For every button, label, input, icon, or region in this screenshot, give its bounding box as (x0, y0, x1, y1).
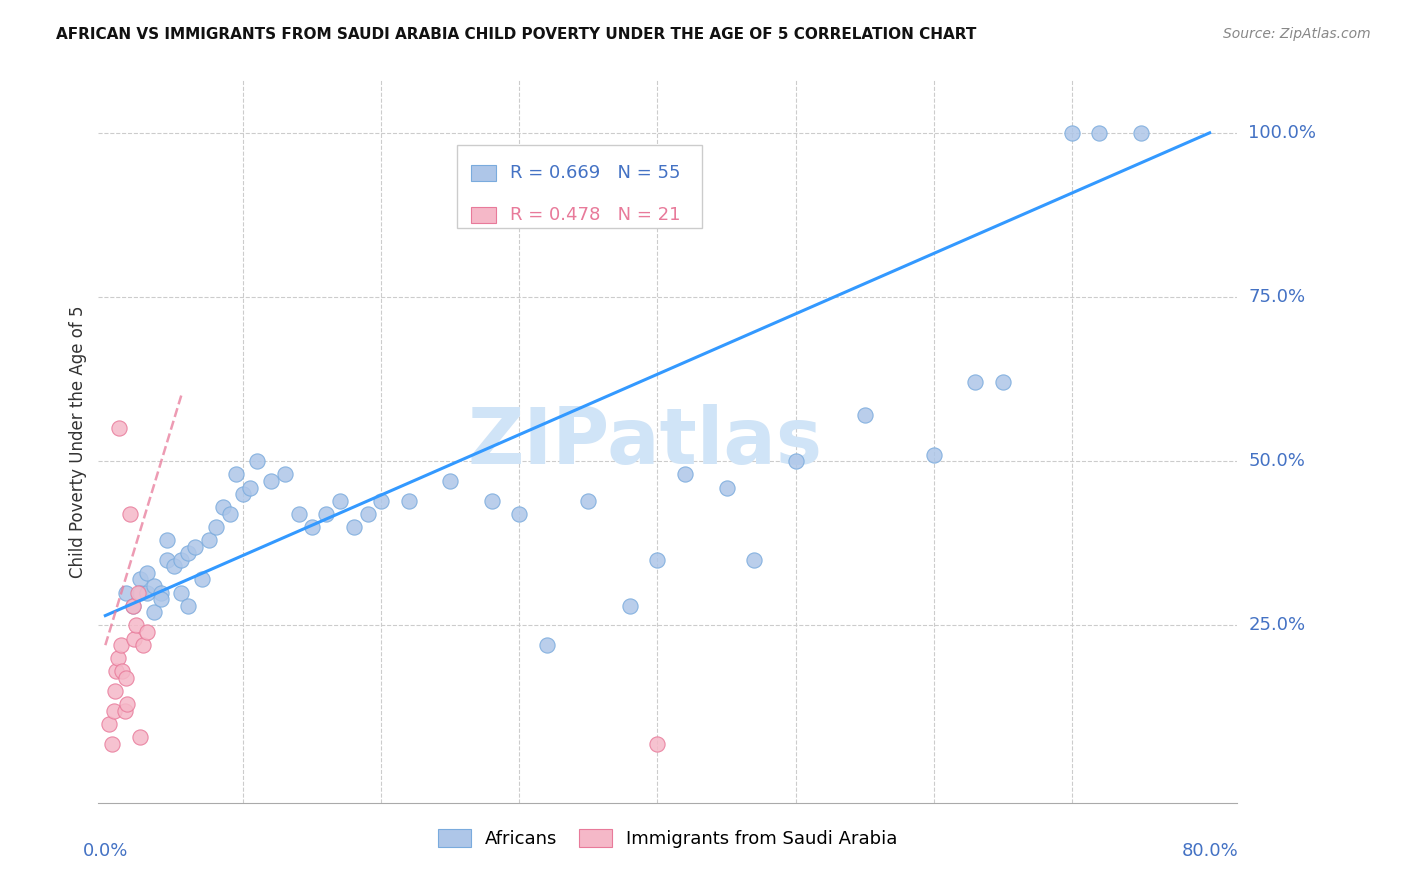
Text: 25.0%: 25.0% (1249, 616, 1306, 634)
Point (356, 507, 378, 521)
Point (111, 665, 134, 679)
Point (156, 553, 179, 567)
Point (101, 737, 124, 751)
Point (673, 467, 696, 482)
Point (922, 448, 945, 462)
Legend: Africans, Immigrants from Saudi Arabia: Africans, Immigrants from Saudi Arabia (432, 822, 904, 855)
Point (239, 481, 262, 495)
Text: Source: ZipAtlas.com: Source: ZipAtlas.com (1223, 27, 1371, 41)
Point (232, 487, 254, 501)
Point (120, 507, 142, 521)
Point (398, 493, 420, 508)
Point (128, 585, 150, 599)
Point (135, 625, 157, 640)
Point (481, 493, 503, 508)
Text: 0.0%: 0.0% (83, 842, 128, 860)
Point (260, 474, 283, 488)
Point (211, 500, 233, 515)
Point (287, 507, 309, 521)
Point (149, 592, 172, 607)
Bar (471, 165, 496, 181)
Point (1060, 126, 1083, 140)
Text: 75.0%: 75.0% (1249, 288, 1306, 306)
Point (127, 585, 149, 599)
Text: R = 0.478   N = 21: R = 0.478 N = 21 (509, 206, 681, 225)
Point (343, 520, 366, 534)
Point (115, 585, 138, 599)
Point (218, 507, 240, 521)
Point (1129, 126, 1152, 140)
Point (110, 638, 132, 652)
Point (225, 467, 247, 482)
Point (128, 730, 150, 744)
Point (742, 553, 765, 567)
Point (142, 605, 165, 619)
Point (122, 599, 145, 613)
Point (370, 493, 392, 508)
Point (578, 493, 600, 508)
Point (647, 553, 669, 567)
Point (439, 474, 461, 488)
Point (536, 638, 558, 652)
Point (274, 467, 297, 482)
Point (170, 553, 193, 567)
Point (98, 717, 121, 731)
Point (163, 559, 186, 574)
Point (122, 599, 145, 613)
Point (191, 573, 214, 587)
Point (124, 632, 146, 646)
Point (1088, 126, 1111, 140)
Point (115, 671, 138, 685)
Point (177, 599, 200, 613)
Point (107, 651, 129, 665)
Point (105, 665, 128, 679)
Point (647, 737, 669, 751)
Point (198, 533, 221, 547)
Point (131, 638, 153, 652)
Point (156, 533, 179, 547)
Point (716, 481, 738, 495)
Point (117, 698, 139, 712)
Text: 80.0%: 80.0% (1181, 842, 1239, 860)
Point (125, 618, 148, 632)
Point (128, 573, 150, 587)
Text: 100.0%: 100.0% (1249, 124, 1316, 142)
Point (329, 493, 352, 508)
Point (619, 599, 641, 613)
Point (103, 704, 125, 718)
Point (170, 585, 193, 599)
Point (853, 409, 876, 423)
Point (135, 585, 157, 599)
Point (184, 540, 207, 554)
Point (135, 566, 157, 580)
Point (108, 421, 131, 435)
Point (204, 520, 226, 534)
Point (246, 454, 269, 468)
Point (177, 546, 200, 560)
Point (991, 376, 1014, 390)
Point (114, 704, 136, 718)
Point (142, 579, 165, 593)
Point (301, 520, 323, 534)
Bar (457, 145, 702, 228)
Text: AFRICAN VS IMMIGRANTS FROM SAUDI ARABIA CHILD POVERTY UNDER THE AGE OF 5 CORRELA: AFRICAN VS IMMIGRANTS FROM SAUDI ARABIA … (56, 27, 977, 42)
Text: R = 0.669   N = 55: R = 0.669 N = 55 (509, 164, 681, 182)
Point (963, 376, 986, 390)
Point (104, 684, 127, 698)
Point (508, 507, 530, 521)
Point (785, 454, 807, 468)
Point (149, 585, 172, 599)
Point (315, 507, 337, 521)
Y-axis label: Child Poverty Under the Age of 5: Child Poverty Under the Age of 5 (69, 305, 87, 578)
Bar (471, 208, 496, 223)
Text: 50.0%: 50.0% (1249, 452, 1305, 470)
Text: ZIPatlas: ZIPatlas (468, 403, 823, 480)
